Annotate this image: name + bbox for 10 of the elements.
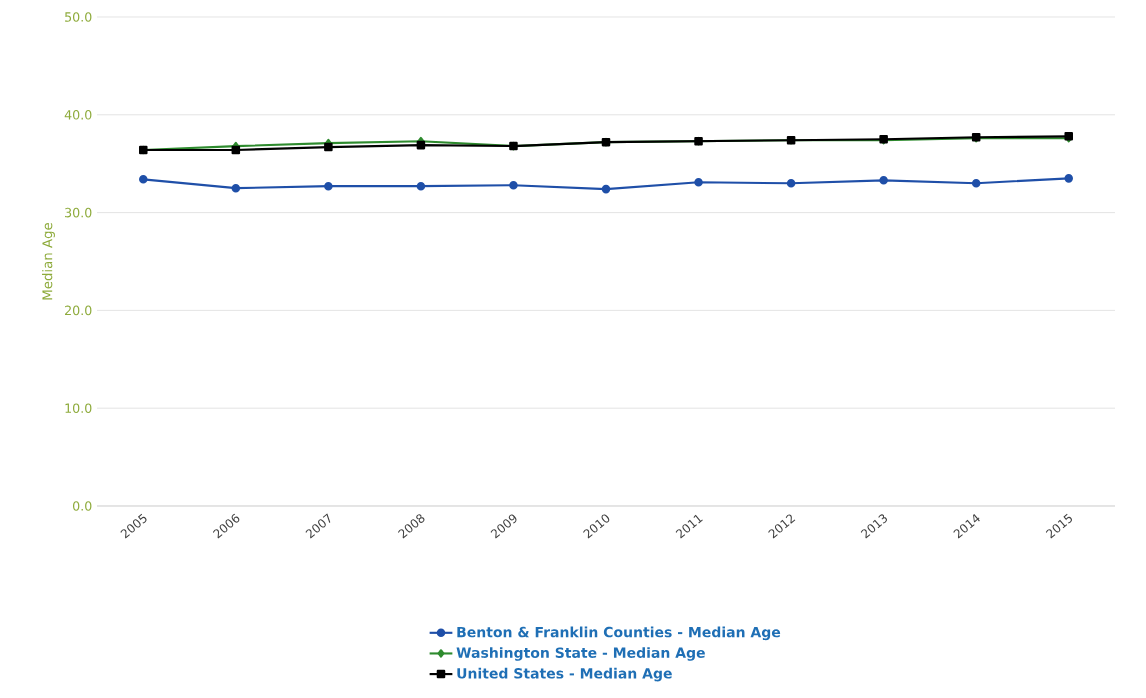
y-tick-label: 30.0 xyxy=(65,207,92,218)
legend-label: Benton & Franklin Counties - Median Age xyxy=(457,626,781,641)
y-axis-title: Median Age xyxy=(42,222,55,300)
y-tick-label: 10.0 xyxy=(65,403,92,413)
y-tick-label: 40.0 xyxy=(64,109,92,120)
y-tick-label: 50.0 xyxy=(65,12,92,22)
y-tick-label: 20.0 xyxy=(65,305,92,316)
y-tick-label: 0.0 xyxy=(72,501,92,511)
legend-label: United States - Median Age xyxy=(457,667,672,682)
legend-label: Washington State - Median Age xyxy=(456,647,705,661)
